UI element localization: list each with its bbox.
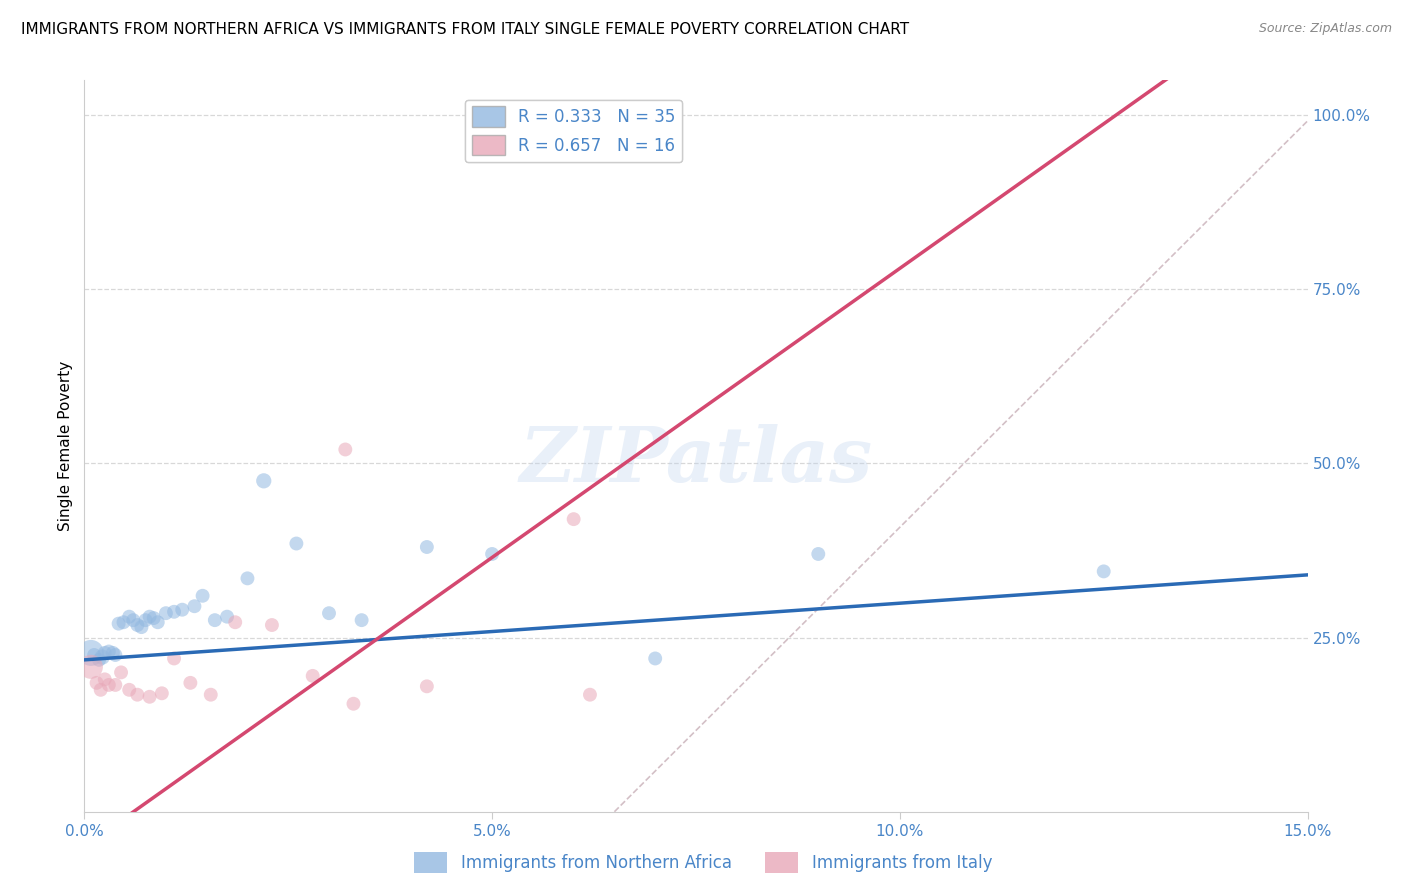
Point	[80, 646, 103, 660]
Point	[104, 648, 127, 662]
Point	[110, 665, 132, 680]
Point	[172, 603, 194, 617]
Point	[86, 676, 108, 690]
Point	[579, 688, 602, 702]
Point	[562, 512, 585, 526]
Point	[1092, 565, 1115, 579]
Point	[138, 609, 160, 624]
Legend: Immigrants from Northern Africa, Immigrants from Italy: Immigrants from Northern Africa, Immigra…	[408, 846, 998, 880]
Point	[155, 606, 177, 620]
Point	[644, 651, 666, 665]
Point	[807, 547, 830, 561]
Point	[416, 679, 439, 693]
Point	[127, 688, 149, 702]
Point	[107, 616, 129, 631]
Point	[118, 682, 141, 697]
Point	[350, 613, 373, 627]
Point	[200, 688, 222, 702]
Y-axis label: Single Female Poverty: Single Female Poverty	[58, 361, 73, 531]
Point	[620, 108, 643, 122]
Point	[217, 609, 239, 624]
Point	[91, 650, 114, 665]
Point	[93, 646, 115, 660]
Point	[335, 442, 357, 457]
Point	[179, 676, 201, 690]
Point	[97, 678, 120, 692]
Point	[122, 613, 145, 627]
Point	[481, 547, 503, 561]
Point	[342, 697, 364, 711]
Point	[146, 615, 169, 630]
Point	[138, 690, 160, 704]
Point	[131, 620, 153, 634]
Point	[101, 646, 124, 660]
Point	[163, 651, 186, 665]
Point	[191, 589, 214, 603]
Point	[253, 474, 276, 488]
Point	[183, 599, 205, 614]
Point	[127, 618, 149, 632]
Point	[150, 686, 173, 700]
Point	[204, 613, 226, 627]
Text: ZIPatlas: ZIPatlas	[519, 424, 873, 498]
Point	[163, 605, 186, 619]
Point	[87, 653, 110, 667]
Text: IMMIGRANTS FROM NORTHERN AFRICA VS IMMIGRANTS FROM ITALY SINGLE FEMALE POVERTY C: IMMIGRANTS FROM NORTHERN AFRICA VS IMMIG…	[21, 22, 910, 37]
Point	[142, 611, 165, 625]
Point	[93, 673, 115, 687]
Point	[104, 678, 127, 692]
Point	[118, 609, 141, 624]
Point	[236, 571, 259, 585]
Point	[97, 644, 120, 658]
Point	[112, 615, 135, 630]
Point	[135, 613, 157, 627]
Point	[416, 540, 439, 554]
Point	[90, 682, 112, 697]
Point	[80, 660, 103, 674]
Point	[83, 648, 105, 662]
Point	[260, 618, 283, 632]
Point	[224, 615, 246, 630]
Legend: R = 0.333   N = 35, R = 0.657   N = 16: R = 0.333 N = 35, R = 0.657 N = 16	[465, 100, 682, 162]
Point	[318, 606, 340, 620]
Point	[285, 536, 308, 550]
Text: Source: ZipAtlas.com: Source: ZipAtlas.com	[1258, 22, 1392, 36]
Point	[301, 669, 323, 683]
